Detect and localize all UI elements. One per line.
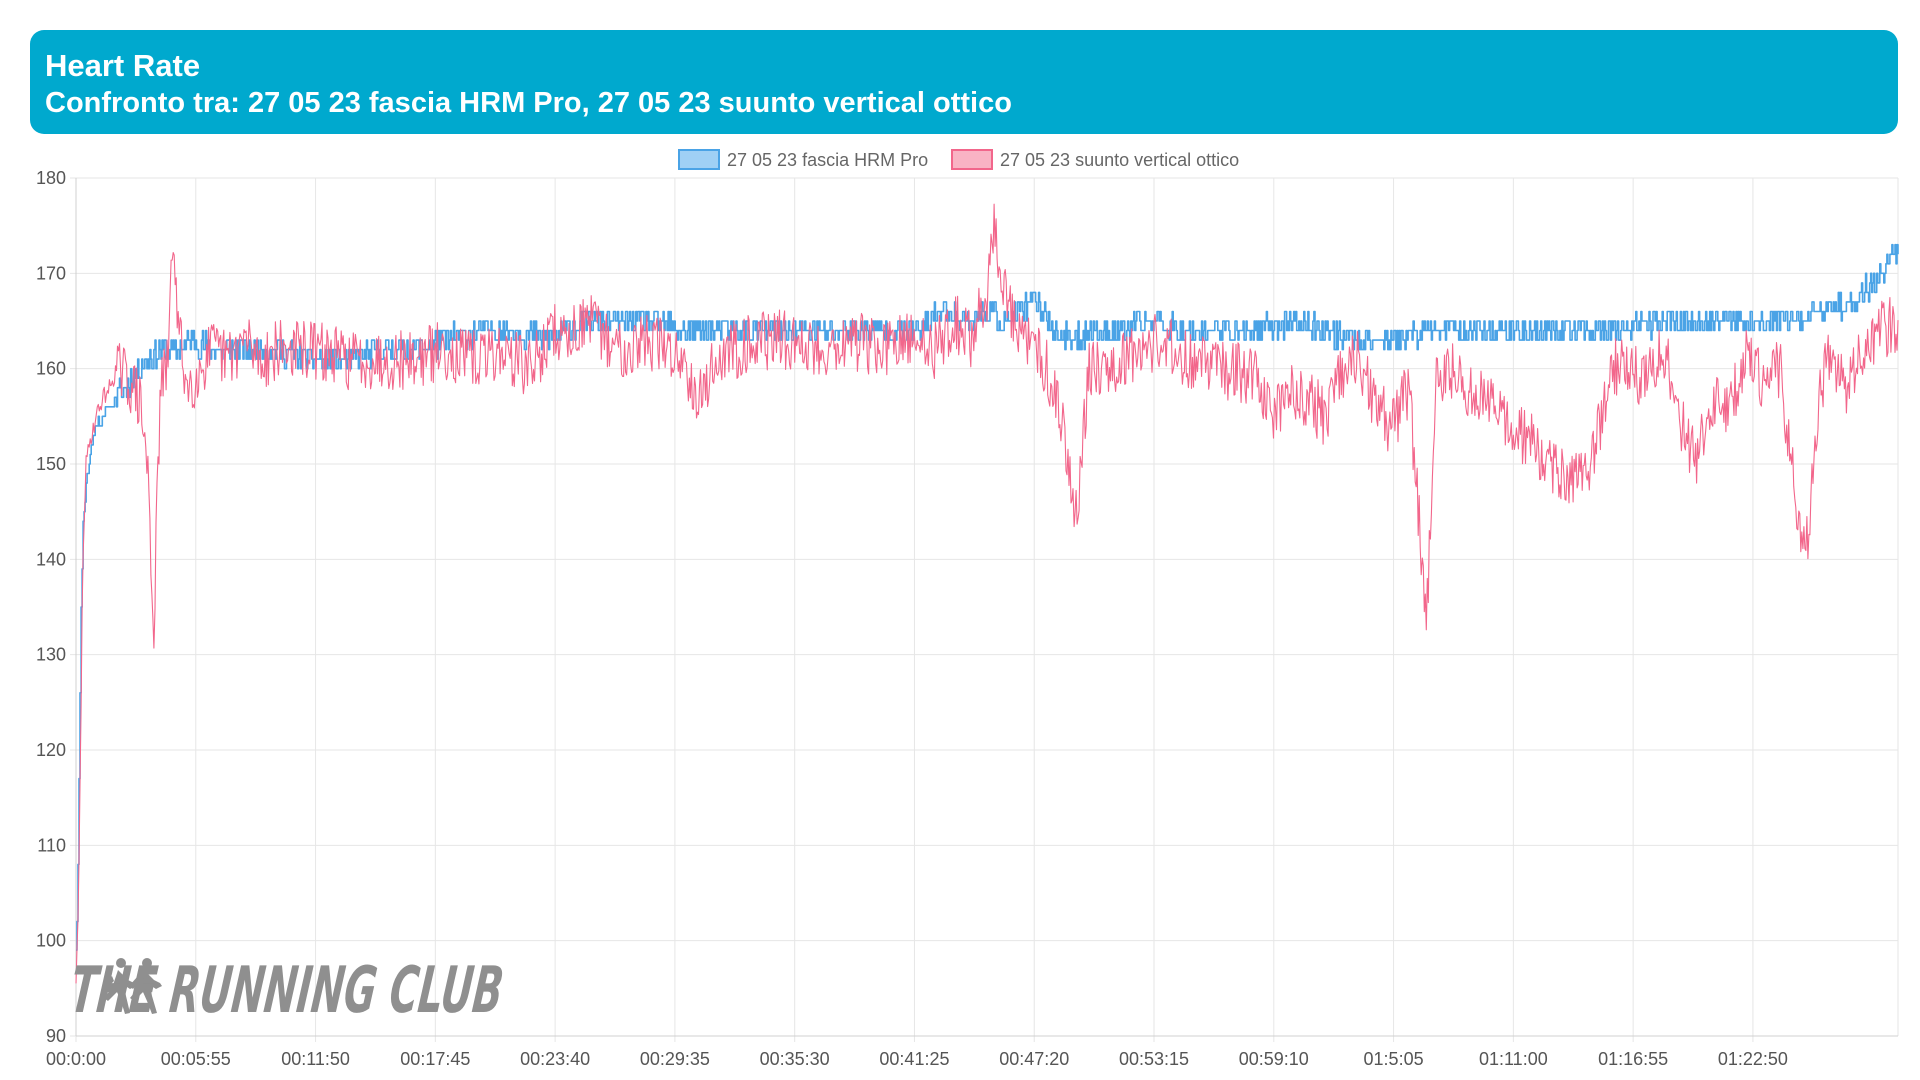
- x-tick-label: 00:23:40: [520, 1049, 590, 1069]
- y-tick-label: 90: [46, 1026, 66, 1046]
- legend-swatch-suunto[interactable]: [951, 149, 993, 170]
- y-tick-label: 150: [36, 454, 66, 474]
- y-tick-label: 110: [37, 835, 66, 855]
- y-tick-label: 120: [36, 740, 66, 760]
- x-tick-label: 00:41:25: [879, 1049, 949, 1069]
- chart-subtitle: Confronto tra: 27 05 23 fascia HRM Pro, …: [45, 87, 1012, 119]
- chart-title: Heart Rate: [45, 48, 201, 83]
- chart-series: [75, 203, 1899, 984]
- x-tick-label: 00:17:45: [400, 1049, 470, 1069]
- x-tick-label: 00:47:20: [999, 1049, 1069, 1069]
- runners-icon: [102, 958, 162, 1014]
- chart-legend[interactable]: 27 05 23 fascia HRM Pro 27 05 23 suunto …: [678, 149, 1239, 170]
- y-tick-label: 170: [36, 263, 66, 283]
- chart-header: Heart Rate Confronto tra: 27 05 23 fasci…: [30, 30, 1898, 134]
- the-running-club-logo: THE RUNNING CLUB: [67, 953, 507, 1028]
- x-tick-label: 00:0:00: [46, 1049, 106, 1069]
- x-tick-label: 01:11:00: [1479, 1049, 1548, 1069]
- x-tick-label: 00:53:15: [1119, 1049, 1189, 1069]
- legend-label-suunto[interactable]: 27 05 23 suunto vertical ottico: [1000, 150, 1239, 170]
- x-tick-label: 00:11:50: [281, 1049, 350, 1069]
- x-tick-label: 01:16:55: [1598, 1049, 1668, 1069]
- y-tick-label: 140: [36, 549, 66, 569]
- x-tick-label: 00:35:30: [760, 1049, 830, 1069]
- series-line-1: [76, 243, 1899, 952]
- y-tick-label: 160: [36, 359, 66, 379]
- watermark-text: THE RUNNING CLUB: [67, 953, 507, 1028]
- y-tick-label: 100: [36, 931, 66, 951]
- y-tick-label: 130: [36, 645, 66, 665]
- x-tick-label: 00:59:10: [1239, 1049, 1309, 1069]
- legend-swatch-fascia[interactable]: [678, 149, 720, 170]
- series-line-2: [75, 203, 1899, 984]
- x-tick-label: 01:22:50: [1718, 1049, 1788, 1069]
- chart-grid: [70, 177, 1899, 1042]
- chart-axes: 90 100 110 120 130 140 150 160 170 180 00:0:00 00:0…: [36, 168, 1898, 1069]
- x-tick-label: 00:29:35: [640, 1049, 710, 1069]
- x-tick-label: 00:05:55: [161, 1049, 231, 1069]
- legend-label-fascia[interactable]: 27 05 23 fascia HRM Pro: [727, 150, 928, 170]
- x-tick-label: 01:5:05: [1364, 1049, 1424, 1069]
- y-tick-label: 180: [36, 168, 66, 188]
